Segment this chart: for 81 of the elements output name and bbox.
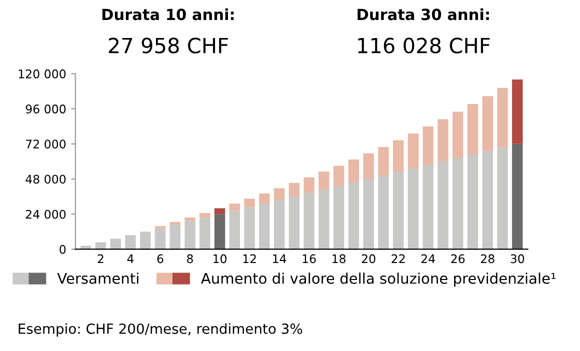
x-tick-label: 12 bbox=[243, 254, 256, 264]
x-tick-label: 20 bbox=[362, 254, 376, 264]
bar bbox=[154, 228, 166, 250]
x-tick-label: 24 bbox=[421, 254, 435, 264]
legend-label: Aumento di valore della soluzione previdenziale¹ bbox=[201, 272, 556, 287]
legend-label: Versamenti bbox=[57, 272, 138, 284]
bar bbox=[274, 200, 285, 250]
text: 116 028 CHF bbox=[358, 38, 490, 54]
bar bbox=[392, 172, 404, 250]
bar bbox=[363, 153, 374, 180]
bar bbox=[318, 190, 330, 250]
bar bbox=[452, 112, 464, 158]
bar bbox=[512, 80, 523, 144]
y-tick-label: 24 000 bbox=[26, 210, 66, 219]
bar bbox=[214, 208, 226, 214]
text: Durata 30 anni: bbox=[358, 8, 489, 20]
y-tick-label: 0 bbox=[60, 244, 66, 254]
bar bbox=[110, 238, 121, 250]
y-tick-label: 48 000 bbox=[26, 174, 66, 184]
bar bbox=[422, 126, 434, 165]
bar bbox=[482, 150, 493, 250]
bar bbox=[378, 146, 389, 176]
text: Durata 10 anni: bbox=[102, 8, 234, 20]
bar bbox=[378, 176, 389, 250]
x-tick-label: 26 bbox=[451, 254, 465, 264]
bar bbox=[512, 144, 523, 250]
bar bbox=[408, 134, 419, 168]
text: Esempio: CHF 200/mese, rendimento 3% bbox=[18, 323, 302, 337]
bar bbox=[333, 166, 344, 186]
bar bbox=[438, 161, 448, 250]
x-tick-label: 22 bbox=[392, 254, 405, 264]
bar bbox=[288, 196, 300, 250]
x-tick-label: 30 bbox=[510, 254, 524, 264]
x-tick-label: 4 bbox=[127, 254, 134, 264]
x-tick-label: 8 bbox=[187, 254, 193, 264]
bar bbox=[304, 177, 314, 194]
bar bbox=[438, 119, 448, 162]
bar bbox=[318, 172, 330, 190]
bar bbox=[348, 160, 360, 183]
bar bbox=[304, 193, 314, 250]
y-tick-label: 96 000 bbox=[26, 104, 66, 114]
bar bbox=[467, 154, 478, 250]
bar bbox=[497, 147, 508, 250]
bar bbox=[244, 207, 255, 250]
bar bbox=[125, 235, 136, 250]
bar bbox=[140, 232, 151, 250]
bar bbox=[214, 214, 226, 250]
bar bbox=[229, 204, 240, 211]
bar bbox=[497, 88, 508, 148]
bar bbox=[170, 222, 180, 225]
bar bbox=[452, 158, 464, 250]
bar bbox=[288, 182, 300, 197]
x-tick-label: 14 bbox=[273, 254, 286, 264]
bar bbox=[200, 218, 210, 250]
bar bbox=[184, 217, 196, 222]
bar bbox=[200, 212, 210, 218]
bar bbox=[259, 193, 270, 204]
bar bbox=[333, 186, 344, 250]
bar bbox=[229, 210, 240, 250]
x-tick-label: 28 bbox=[480, 254, 494, 264]
bar bbox=[422, 164, 434, 250]
bar bbox=[348, 182, 360, 250]
bar bbox=[259, 204, 270, 250]
y-tick-label: 120 000 bbox=[18, 69, 66, 78]
x-tick-label: 10 bbox=[214, 254, 226, 264]
x-tick-label: 16 bbox=[302, 254, 316, 264]
x-tick-label: 18 bbox=[332, 254, 346, 264]
bar bbox=[184, 221, 196, 250]
bar bbox=[482, 96, 493, 151]
x-tick-label: 6 bbox=[157, 254, 164, 264]
bar bbox=[274, 188, 285, 200]
bar bbox=[170, 224, 180, 250]
bar bbox=[244, 198, 255, 208]
bar bbox=[392, 140, 404, 172]
x-tick-label: 2 bbox=[98, 254, 104, 264]
bar bbox=[408, 168, 419, 250]
bar bbox=[95, 242, 106, 250]
text: 27 958 CHF bbox=[108, 38, 228, 54]
bar bbox=[467, 104, 478, 154]
bar bbox=[363, 179, 374, 250]
y-tick-label: 72 000 bbox=[26, 140, 66, 149]
